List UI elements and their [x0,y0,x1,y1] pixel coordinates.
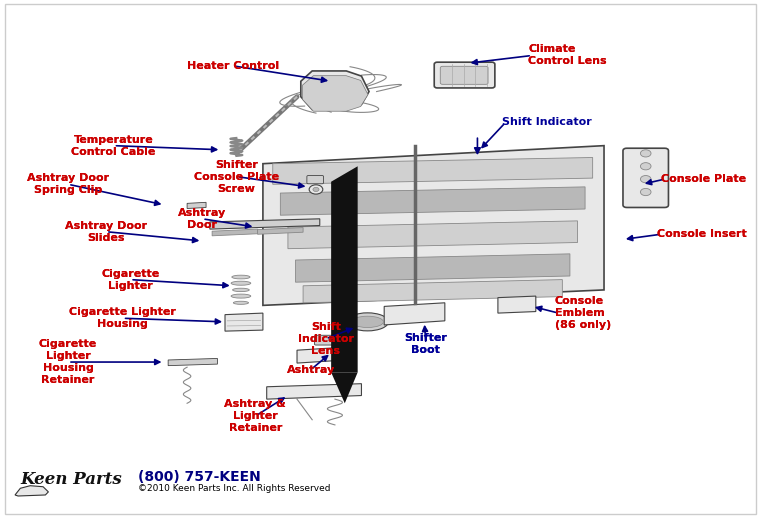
Text: Console Insert: Console Insert [657,229,747,239]
Polygon shape [301,71,369,110]
Polygon shape [280,187,585,215]
FancyBboxPatch shape [314,335,336,345]
Polygon shape [258,227,303,234]
Text: Heater Control: Heater Control [186,61,279,71]
Text: Shifter
Console Plate
Screw: Shifter Console Plate Screw [194,160,279,194]
Polygon shape [263,146,604,306]
Text: Cigarette Lighter
Housing: Cigarette Lighter Housing [69,307,176,329]
Text: Ashtray &
Lighter
Retainer: Ashtray & Lighter Retainer [225,399,286,433]
Text: Console
Emblem
(86 only): Console Emblem (86 only) [554,296,611,330]
Text: Cigarette
Lighter
Housing
Retainer: Cigarette Lighter Housing Retainer [39,339,97,385]
Text: Keen Parts: Keen Parts [20,471,122,488]
Ellipse shape [233,288,249,292]
Text: Ashtray
Door: Ashtray Door [178,208,226,230]
Text: Temperature
Control Cable: Temperature Control Cable [72,135,156,156]
Text: Shifter
Boot: Shifter Boot [404,333,447,355]
Polygon shape [303,76,368,111]
Text: Ashtray
Door: Ashtray Door [178,208,226,230]
Ellipse shape [352,316,383,327]
Text: Shifter
Boot: Shifter Boot [404,333,447,355]
Polygon shape [187,203,206,209]
FancyBboxPatch shape [440,66,488,84]
Text: Shift
Indicator
Lens: Shift Indicator Lens [298,322,354,356]
Circle shape [309,185,323,194]
Text: Console Insert: Console Insert [657,229,747,239]
FancyBboxPatch shape [307,176,323,184]
Polygon shape [15,486,49,496]
Text: Shifter
Console Plate
Screw: Shifter Console Plate Screw [194,160,279,194]
Text: Ashtray Door
Spring Clip: Ashtray Door Spring Clip [27,174,109,195]
Polygon shape [225,313,263,331]
Text: Cigarette
Lighter: Cigarette Lighter [101,269,159,291]
Circle shape [641,163,651,170]
Ellipse shape [231,281,251,285]
Polygon shape [331,372,357,403]
Polygon shape [266,384,361,399]
Polygon shape [296,254,570,282]
Text: Cigarette
Lighter: Cigarette Lighter [101,269,159,291]
Text: Console Plate: Console Plate [661,174,746,184]
Polygon shape [384,303,445,325]
Text: Cigarette Lighter
Housing: Cigarette Lighter Housing [69,307,176,329]
Polygon shape [273,157,593,184]
Circle shape [313,188,319,192]
Text: Shift Indicator: Shift Indicator [502,118,591,127]
Polygon shape [297,347,354,363]
Text: Climate
Control Lens: Climate Control Lens [528,45,607,66]
Circle shape [641,176,651,183]
Text: Console
Emblem
(86 only): Console Emblem (86 only) [554,296,611,330]
Polygon shape [303,280,562,303]
Polygon shape [168,358,217,366]
Text: Ashtray Door
Slides: Ashtray Door Slides [65,221,147,243]
Text: Ashtray: Ashtray [286,365,335,375]
Circle shape [641,150,651,157]
Ellipse shape [231,294,251,298]
Polygon shape [210,219,320,229]
Text: Shift
Indicator
Lens: Shift Indicator Lens [298,322,354,356]
Text: Temperature
Control Cable: Temperature Control Cable [72,135,156,156]
Polygon shape [212,229,258,236]
Text: Ashtray &
Lighter
Retainer: Ashtray & Lighter Retainer [225,399,286,433]
Text: Ashtray Door
Slides: Ashtray Door Slides [65,221,147,243]
FancyBboxPatch shape [623,148,668,208]
Text: Climate
Control Lens: Climate Control Lens [528,45,607,66]
Polygon shape [288,221,578,249]
Polygon shape [331,166,357,372]
Text: Ashtray: Ashtray [286,365,335,375]
Ellipse shape [233,301,249,305]
Text: (800) 757-KEEN: (800) 757-KEEN [138,470,260,484]
Text: ©2010 Keen Parts Inc. All Rights Reserved: ©2010 Keen Parts Inc. All Rights Reserve… [138,484,330,493]
Ellipse shape [232,275,250,279]
Ellipse shape [346,313,388,331]
Text: Cigarette
Lighter
Housing
Retainer: Cigarette Lighter Housing Retainer [39,339,97,385]
Text: Heater Control: Heater Control [186,61,279,71]
Text: Console Plate: Console Plate [661,174,746,184]
Text: Ashtray Door
Spring Clip: Ashtray Door Spring Clip [27,174,109,195]
Circle shape [641,189,651,196]
Polygon shape [498,296,536,313]
FancyBboxPatch shape [434,62,495,88]
